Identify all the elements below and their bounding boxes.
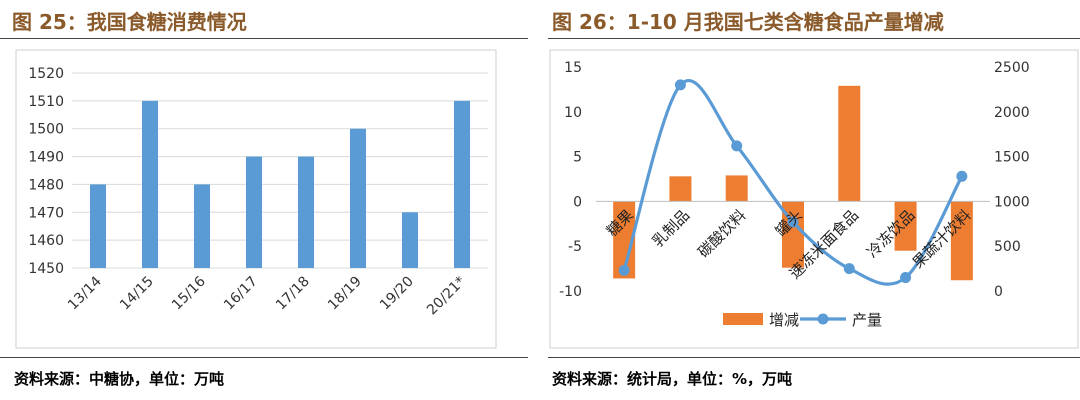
right-line-point — [900, 272, 912, 284]
legend-swatch-output-marker — [817, 313, 829, 325]
right-x-tick-label: 碳酸饮料 — [694, 206, 749, 261]
right-line-point — [618, 264, 630, 276]
right-figure-title: 图 26：1-10 月我国七类含糖食品产量增减 — [552, 10, 944, 34]
left-x-tick-label: 17/18 — [273, 274, 313, 314]
right-line-point — [956, 170, 968, 182]
right-chart-left-y-tick-label: 15 — [564, 60, 582, 76]
left-bar — [350, 128, 366, 268]
right-bar-change — [725, 175, 748, 202]
right-source-note: 资料来源：统计局，单位：%，万吨 — [552, 370, 793, 388]
right-chart-left-y-tick-label: 10 — [564, 105, 582, 121]
right-bar-change — [838, 85, 861, 202]
left-chart-frame — [15, 49, 497, 349]
left-bar — [194, 184, 210, 268]
right-chart-right-y-tick-label: 0 — [994, 284, 1003, 300]
left-x-tick-label: 14/15 — [117, 274, 157, 314]
right-bar-change — [669, 176, 692, 202]
right-chart-left-y-tick-label: -10 — [559, 284, 582, 300]
right-bar-change — [950, 201, 973, 281]
right-chart-left-y-tick-label: -5 — [568, 239, 582, 255]
left-y-tick-label: 1450 — [28, 261, 64, 277]
left-y-tick-label: 1460 — [28, 233, 64, 249]
left-y-tick-label: 1510 — [28, 94, 64, 110]
left-y-tick-label: 1470 — [28, 205, 64, 221]
bottom-rule-right — [548, 357, 1080, 358]
left-y-tick-label: 1520 — [28, 66, 64, 82]
left-bar — [298, 156, 314, 268]
right-bar-change — [894, 201, 917, 251]
left-source-note: 资料来源：中糖协，单位：万吨 — [14, 370, 225, 388]
left-bar — [454, 100, 470, 268]
right-line-point — [674, 79, 686, 91]
right-chart-left-y-tick-label: 0 — [573, 194, 582, 210]
left-figure-title: 图 25：我国食糖消费情况 — [12, 10, 247, 34]
right-chart-right-y-tick-label: 2500 — [994, 60, 1030, 76]
left-bar — [402, 212, 418, 268]
right-chart-right-y-tick-label: 500 — [994, 239, 1021, 255]
right-line-point — [843, 263, 855, 275]
legend-label-change: 增减 — [769, 311, 799, 329]
top-rule-left — [0, 38, 528, 39]
left-bar — [142, 100, 158, 268]
left-chart: 1450 1460 1470 1480 1490 1500 1510 1520 13/14 14/… — [28, 66, 488, 318]
left-x-tick-label: 16/17 — [221, 274, 261, 314]
right-line-point — [787, 216, 799, 228]
left-x-tick-label: 20/21* — [424, 274, 469, 319]
right-chart-right-y-tick-label: 2000 — [994, 105, 1030, 121]
right-bar-change — [613, 201, 636, 279]
left-x-tick-label: 13/14 — [65, 273, 105, 313]
left-x-tick-label: 19/20 — [377, 274, 417, 314]
left-y-tick-label: 1490 — [28, 150, 64, 166]
right-chart-left-y-tick-label: 5 — [573, 150, 582, 166]
right-line-point — [731, 140, 743, 152]
right-chart-right-y-tick-label: 1500 — [994, 150, 1030, 166]
left-y-tick-label: 1480 — [28, 177, 64, 193]
bottom-rule-left — [0, 357, 528, 358]
left-x-tick-label: 18/19 — [325, 274, 365, 314]
right-chart-frame — [549, 49, 1079, 349]
right-x-tick-label: 乳制品 — [649, 206, 694, 251]
left-bar — [246, 156, 262, 268]
right-chart-right-y-tick-label: 1000 — [994, 194, 1030, 210]
left-y-tick-label: 1500 — [28, 122, 64, 138]
legend-label-output: 产量 — [852, 311, 882, 329]
top-rule-right — [548, 38, 1080, 39]
left-x-tick-label: 15/16 — [169, 273, 209, 313]
left-bar — [90, 184, 106, 268]
legend-swatch-change — [723, 313, 763, 325]
